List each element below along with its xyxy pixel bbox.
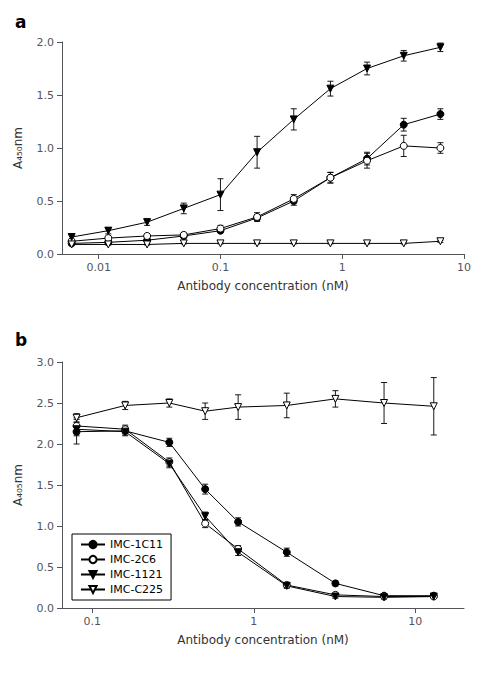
svg-text:0.5: 0.5	[37, 561, 55, 574]
svg-text:0.0: 0.0	[37, 602, 55, 615]
svg-text:2.0: 2.0	[37, 438, 55, 451]
svg-text:A₄₅₀nm: A₄₅₀nm	[11, 127, 25, 169]
svg-text:0.01: 0.01	[86, 261, 111, 274]
svg-text:1: 1	[339, 261, 346, 274]
svg-text:1.0: 1.0	[37, 142, 55, 155]
svg-text:10: 10	[408, 615, 422, 628]
svg-text:3.0: 3.0	[37, 356, 55, 369]
svg-text:1.5: 1.5	[37, 89, 55, 102]
svg-text:0.5: 0.5	[37, 195, 55, 208]
svg-text:IMC-2C6: IMC-2C6	[110, 553, 156, 566]
svg-text:2.5: 2.5	[37, 397, 55, 410]
svg-text:IMC-1121: IMC-1121	[110, 568, 162, 581]
svg-text:b: b	[15, 330, 27, 350]
svg-text:0.0: 0.0	[37, 248, 55, 261]
svg-text:1.5: 1.5	[37, 479, 55, 492]
svg-text:A₄₀₅nm: A₄₀₅nm	[11, 464, 25, 506]
svg-text:Antibody concentration (nM): Antibody concentration (nM)	[177, 279, 349, 293]
svg-text:10: 10	[457, 261, 471, 274]
svg-text:0.1: 0.1	[212, 261, 230, 274]
svg-text:a: a	[15, 12, 26, 32]
svg-text:Antibody concentration (nM): Antibody concentration (nM)	[177, 633, 349, 647]
svg-text:1: 1	[250, 615, 257, 628]
svg-text:0.1: 0.1	[83, 615, 101, 628]
svg-text:2.0: 2.0	[37, 36, 55, 49]
svg-text:IMC-C225: IMC-C225	[110, 583, 163, 596]
svg-text:IMC-1C11: IMC-1C11	[110, 538, 163, 551]
svg-text:1.0: 1.0	[37, 520, 55, 533]
